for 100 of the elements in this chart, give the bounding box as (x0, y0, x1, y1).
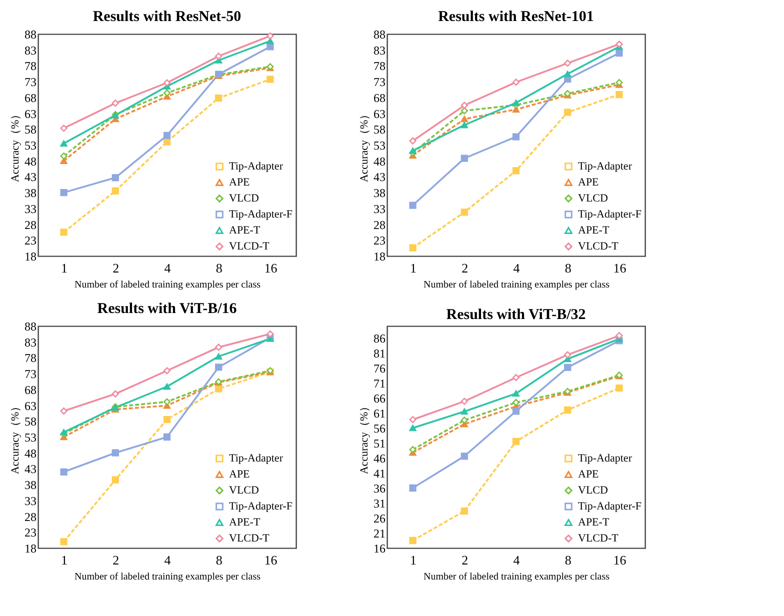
y-tick-label: 33 (24, 494, 36, 508)
x-tick-label: 2 (462, 552, 468, 568)
y-tick-label: 36 (374, 482, 386, 496)
y-tick-label: 43 (24, 170, 36, 184)
x-tick-label: 16 (613, 260, 627, 276)
legend-label: Tip-Adapter (578, 452, 632, 464)
y-tick-label: 83 (24, 335, 36, 350)
legend-label: APE (578, 468, 600, 480)
x-tick-label: 4 (513, 552, 520, 568)
y-tick-label: 28 (24, 510, 36, 524)
legend-label: APE (578, 176, 600, 188)
legend-label: Tip-Adapter (229, 452, 284, 464)
y-tick-label: 23 (24, 526, 36, 540)
y-tick-label: 43 (374, 170, 386, 184)
y-tick-label: 78 (24, 59, 36, 74)
x-tick-label: 4 (513, 260, 520, 276)
y-tick-label: 66 (374, 392, 386, 406)
legend-label: VLCD-T (578, 532, 619, 544)
y-tick-label: 48 (374, 154, 386, 168)
y-tick-label: 38 (24, 478, 36, 492)
legend-label: VLCD (578, 192, 608, 204)
y-tick-label: 68 (24, 382, 36, 397)
legend-label: APE-T (229, 516, 260, 528)
y-tick-label: 78 (374, 59, 386, 74)
legend-label: VLCD-T (229, 532, 270, 544)
y-tick-label: 81 (374, 346, 386, 360)
y-tick-label: 26 (374, 512, 386, 526)
y-tick-label: 63 (24, 398, 36, 413)
y-tick-label: 48 (24, 154, 36, 168)
y-axis-title: Accuracy（%） (358, 108, 370, 182)
x-tick-label: 16 (264, 552, 278, 568)
x-tick-label: 2 (112, 260, 120, 276)
y-axis-title: Accuracy（%） (10, 400, 22, 474)
legend-label: Tip-Adapter (578, 160, 632, 172)
y-tick-label: 18 (374, 250, 386, 264)
chart-title: Results with ViT-B/16 (97, 301, 238, 317)
y-tick-label: 58 (24, 122, 36, 137)
x-tick-label: 8 (216, 260, 222, 276)
legend-label: APE-T (229, 224, 260, 236)
legend-label: APE (229, 176, 250, 188)
y-tick-label: 16 (374, 542, 386, 556)
x-tick-label: 16 (264, 260, 278, 276)
y-tick-label: 58 (374, 122, 386, 137)
y-tick-label: 61 (374, 406, 386, 420)
legend-label: APE (229, 468, 250, 480)
x-tick-label: 1 (61, 260, 68, 276)
y-tick-label: 63 (374, 106, 386, 121)
y-tick-label: 73 (374, 75, 386, 90)
x-axis-title: Number of labeled training examples per class (423, 572, 610, 582)
x-tick-label: 8 (564, 260, 572, 276)
x-tick-label: 4 (164, 552, 172, 568)
legend-label: Tip-Adapter-F (578, 208, 642, 220)
x-tick-label: 1 (61, 552, 68, 568)
legend-label: APE-T (578, 224, 610, 236)
legend-label: VLCD (578, 484, 608, 496)
y-tick-label: 48 (24, 446, 36, 460)
y-tick-label: 71 (374, 376, 386, 390)
y-tick-label: 18 (24, 250, 36, 264)
y-tick-label: 86 (374, 332, 386, 346)
y-tick-label: 76 (374, 362, 386, 376)
y-tick-label: 58 (24, 414, 36, 429)
y-tick-label: 28 (24, 218, 36, 232)
legend-label: VLCD (229, 192, 259, 204)
x-tick-label: 2 (112, 552, 120, 568)
y-tick-label: 73 (24, 367, 36, 382)
x-tick-label: 1 (410, 260, 417, 276)
y-tick-label: 68 (24, 90, 36, 105)
chart-title: Results with ResNet-50 (92, 9, 242, 25)
y-axis-title: Accuracy（%） (10, 108, 22, 182)
x-tick-label: 2 (462, 260, 468, 276)
legend-label: APE-T (578, 516, 610, 528)
y-tick-label: 33 (24, 202, 36, 216)
y-tick-label: 43 (24, 462, 36, 476)
y-tick-label: 21 (374, 526, 386, 540)
x-axis-title: Number of labeled training examples per class (423, 280, 610, 290)
y-tick-label: 41 (374, 466, 386, 480)
y-tick-label: 33 (374, 202, 386, 216)
x-tick-label: 16 (613, 552, 627, 568)
y-tick-label: 88 (374, 28, 386, 42)
legend-label: Tip-Adapter-F (578, 500, 642, 512)
y-tick-label: 38 (374, 186, 386, 200)
y-tick-label: 23 (24, 234, 36, 248)
chart-title: Results with ResNet-101 (438, 9, 594, 25)
y-tick-label: 28 (374, 218, 386, 232)
y-tick-label: 31 (374, 496, 386, 510)
y-tick-label: 68 (374, 90, 386, 105)
y-tick-label: 46 (374, 452, 386, 466)
y-tick-label: 53 (374, 138, 386, 152)
y-tick-label: 53 (24, 138, 36, 152)
y-tick-label: 83 (374, 43, 386, 58)
y-tick-label: 51 (374, 436, 386, 450)
y-tick-label: 18 (24, 542, 36, 556)
chart-title: Results with ViT-B/32 (446, 307, 586, 323)
y-tick-label: 73 (24, 75, 36, 90)
legend-label: Tip-Adapter-F (229, 208, 293, 220)
y-tick-label: 56 (374, 422, 386, 436)
y-tick-label: 63 (24, 106, 36, 121)
y-tick-label: 83 (24, 43, 36, 58)
x-tick-label: 1 (410, 552, 417, 568)
y-tick-label: 88 (24, 28, 36, 42)
